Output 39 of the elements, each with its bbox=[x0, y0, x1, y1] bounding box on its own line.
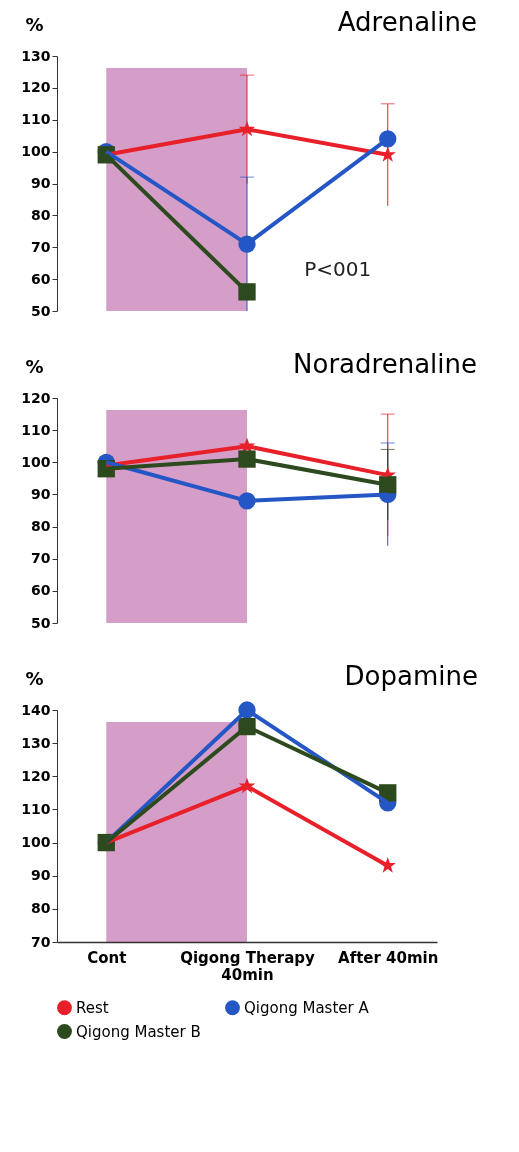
y-tick-label: 50 bbox=[31, 614, 51, 631]
x-tick-label: Cont bbox=[87, 948, 127, 967]
y-tick-label: 50 bbox=[31, 302, 51, 319]
annotation: P<001 bbox=[304, 257, 372, 282]
x-tick-label: After 40min bbox=[338, 948, 439, 967]
chart-title: Adrenaline bbox=[337, 7, 477, 37]
y-tick-label: 80 bbox=[31, 518, 51, 535]
legend-label: Rest bbox=[76, 998, 109, 1017]
y-tick-label: 120 bbox=[21, 389, 51, 406]
y-tick-label: 130 bbox=[21, 734, 51, 751]
legend-label: Qigong Master B bbox=[76, 1022, 201, 1041]
y-tick-label: 70 bbox=[31, 933, 51, 950]
chart-title: Noradrenaline bbox=[293, 349, 477, 379]
y-axis-title: % bbox=[25, 667, 44, 689]
x-tick-label: Qigong Therapy 40min bbox=[180, 948, 316, 984]
y-tick-label: 140 bbox=[21, 701, 51, 718]
y-tick-label: 90 bbox=[31, 867, 51, 884]
y-tick-label: 100 bbox=[21, 143, 51, 160]
y-tick-label: 60 bbox=[31, 270, 51, 287]
y-tick-label: 80 bbox=[31, 206, 51, 223]
y-tick-label: 90 bbox=[31, 485, 51, 502]
y-tick-label: 70 bbox=[31, 238, 51, 255]
y-tick-label: 130 bbox=[21, 47, 51, 64]
y-tick-label: 70 bbox=[31, 550, 51, 567]
y-tick-label: 120 bbox=[21, 767, 51, 784]
y-tick-label: 100 bbox=[21, 453, 51, 470]
y-tick-label: 60 bbox=[31, 582, 51, 599]
chart-title: Dopamine bbox=[344, 661, 478, 691]
legend-label: Qigong Master A bbox=[244, 998, 370, 1017]
y-tick-label: 110 bbox=[21, 800, 51, 817]
point bbox=[238, 283, 256, 301]
y-tick-label: 120 bbox=[21, 79, 51, 96]
y-axis-title: % bbox=[25, 355, 44, 377]
y-axis-title: % bbox=[25, 13, 44, 35]
y-tick-label: 80 bbox=[31, 900, 51, 917]
y-tick-label: 110 bbox=[21, 421, 51, 438]
y-tick-label: 90 bbox=[31, 175, 51, 191]
y-tick-label: 110 bbox=[21, 111, 51, 128]
y-tick-label: 100 bbox=[21, 834, 51, 851]
